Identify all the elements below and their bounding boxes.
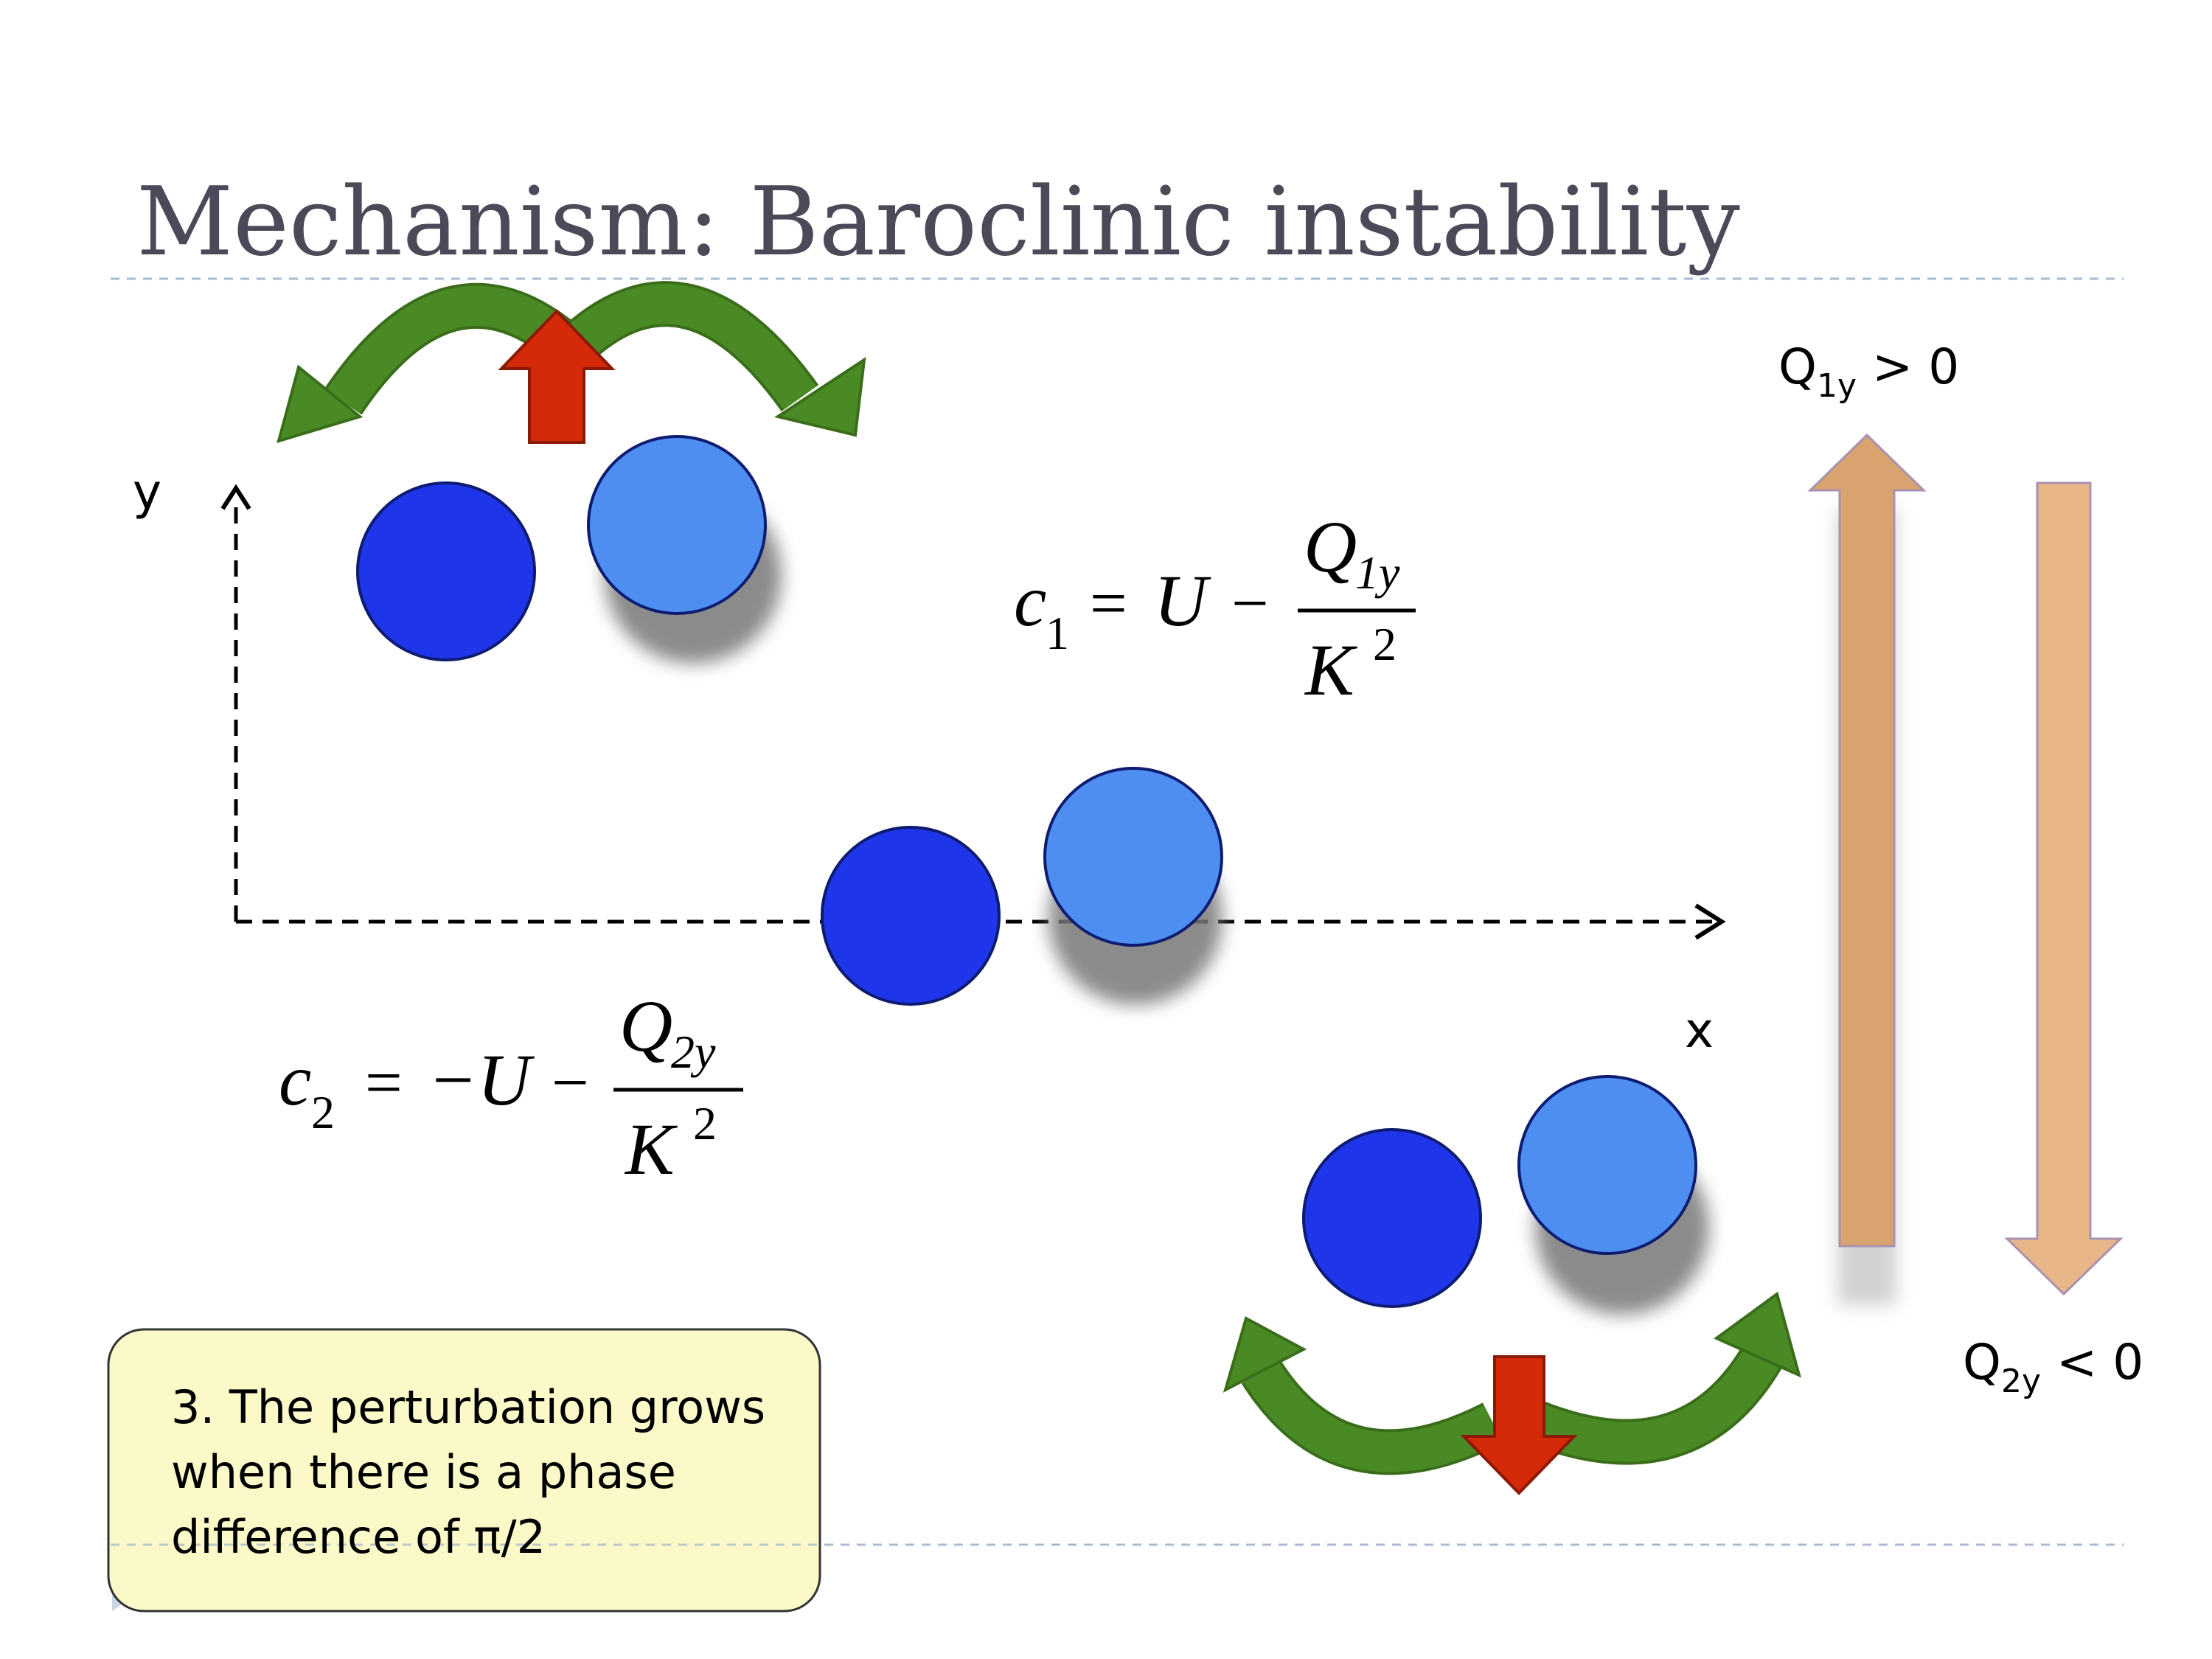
svg-text:2: 2 [1373, 618, 1397, 670]
svg-text:c: c [279, 1039, 311, 1121]
top-dark-blue-circle [356, 481, 536, 661]
mid-light-blue-circle [1043, 767, 1223, 947]
equation-c2: c 2 = −U − Q 2y K 2 [279, 985, 743, 1190]
note-line-2: when there is a phase [171, 1445, 676, 1499]
top-light-blue-circle [587, 435, 767, 615]
svg-text:2y: 2y [671, 1026, 716, 1078]
svg-text:−: − [1231, 567, 1269, 640]
q1-up-arrow-icon [1807, 433, 1927, 1248]
mid-dark-blue-circle [821, 826, 1001, 1006]
q2y-label: Q2y < 0 [1963, 1334, 2143, 1400]
svg-text:1: 1 [1046, 607, 1069, 659]
green-arrowhead-left-icon [1222, 1316, 1307, 1393]
y-axis-arrowhead-icon [220, 484, 251, 510]
bottom-dark-blue-circle [1302, 1128, 1482, 1308]
bottom-light-blue-circle [1517, 1075, 1697, 1255]
svg-text:−: − [552, 1046, 589, 1119]
svg-text:=: = [365, 1046, 403, 1119]
svg-text:U: U [1154, 560, 1211, 641]
svg-text:K: K [1304, 629, 1357, 711]
q2-down-arrow-icon [2004, 481, 2124, 1296]
svg-text:2: 2 [311, 1086, 335, 1138]
y-axis-label: y [133, 464, 161, 521]
svg-text:−U: −U [428, 1039, 535, 1121]
page-title: Mechanism: Baroclinic instability [136, 167, 1740, 277]
equation-c1: c 1 = U − Q 1y K 2 [1014, 506, 1416, 711]
svg-text:K: K [624, 1108, 678, 1190]
q1y-label: Q1y > 0 [1778, 338, 1959, 405]
svg-text:Q: Q [1304, 506, 1357, 588]
red-down-arrow-icon [1460, 1355, 1578, 1495]
top-rotation-arrows [276, 281, 866, 443]
x-axis-arrowhead-icon [1694, 903, 1726, 940]
red-up-arrow-icon [498, 309, 616, 444]
note-callout [107, 1328, 821, 1613]
x-axis-label: x [1685, 1002, 1714, 1059]
svg-text:2: 2 [693, 1097, 717, 1150]
svg-text:=: = [1090, 567, 1127, 640]
svg-text:c: c [1014, 560, 1046, 641]
green-arrowhead-right-icon [774, 356, 866, 437]
svg-text:Q: Q [619, 985, 672, 1067]
note-line-1: 3. The perturbation grows [171, 1380, 765, 1434]
note-line-3: difference of π/2 [171, 1510, 546, 1564]
green-arrowhead-right-icon [1714, 1291, 1802, 1378]
svg-text:1y: 1y [1355, 546, 1400, 599]
green-arrowhead-left-icon [276, 364, 364, 443]
